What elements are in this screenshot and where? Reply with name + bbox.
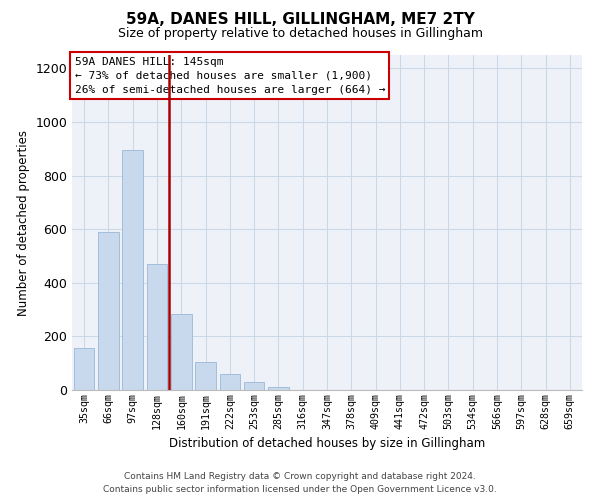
- Bar: [98, 232, 119, 390]
- Bar: [171, 314, 191, 390]
- Bar: [122, 150, 143, 390]
- Bar: [268, 387, 289, 390]
- Y-axis label: Number of detached properties: Number of detached properties: [17, 130, 30, 316]
- Text: 59A DANES HILL: 145sqm
← 73% of detached houses are smaller (1,900)
26% of semi-: 59A DANES HILL: 145sqm ← 73% of detached…: [74, 56, 385, 94]
- Text: Contains HM Land Registry data © Crown copyright and database right 2024.
Contai: Contains HM Land Registry data © Crown c…: [103, 472, 497, 494]
- Bar: [220, 374, 240, 390]
- X-axis label: Distribution of detached houses by size in Gillingham: Distribution of detached houses by size …: [169, 437, 485, 450]
- Bar: [195, 362, 216, 390]
- Text: 59A, DANES HILL, GILLINGHAM, ME7 2TY: 59A, DANES HILL, GILLINGHAM, ME7 2TY: [125, 12, 475, 28]
- Bar: [146, 264, 167, 390]
- Bar: [244, 382, 265, 390]
- Bar: [74, 348, 94, 390]
- Text: Size of property relative to detached houses in Gillingham: Size of property relative to detached ho…: [118, 28, 482, 40]
